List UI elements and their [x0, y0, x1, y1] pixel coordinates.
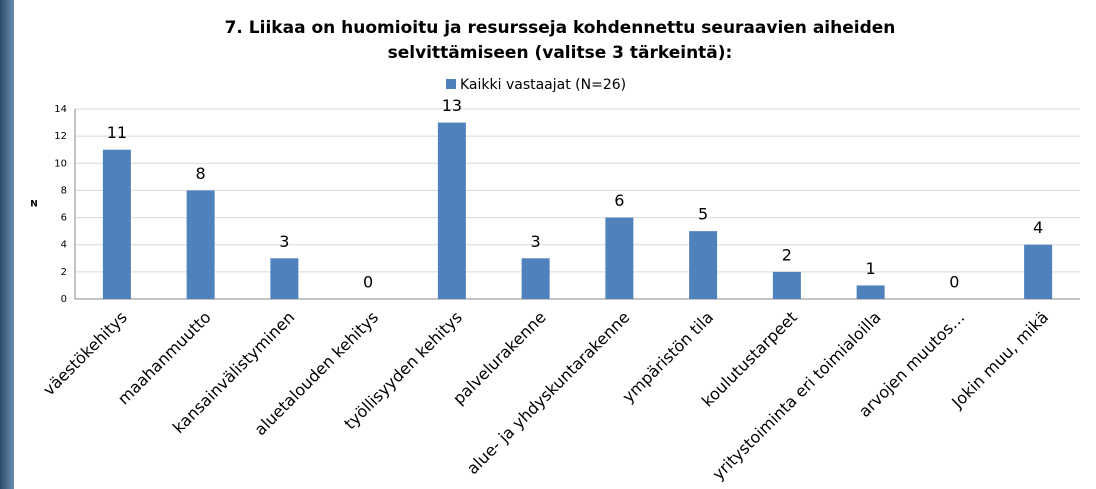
data-label: 13: [442, 96, 462, 115]
data-label: 8: [196, 164, 206, 183]
data-label: 2: [782, 245, 792, 264]
bar: [772, 271, 801, 299]
y-tick-label: 14: [54, 104, 67, 115]
data-label: 3: [531, 232, 541, 251]
legend-swatch: [446, 79, 456, 89]
data-label: 0: [949, 273, 959, 292]
bar: [102, 149, 131, 299]
bar: [605, 217, 634, 299]
legend-label: Kaikki vastaajat (N=26): [460, 77, 626, 93]
y-tick-label: 12: [54, 131, 67, 142]
bar: [856, 285, 885, 299]
chart-title: selvittämiseen (valitse 3 tärkeintä):: [388, 43, 733, 63]
data-label: 1: [866, 259, 876, 278]
bar: [1024, 244, 1053, 299]
y-tick-label: 6: [61, 213, 67, 224]
y-tick-label: 10: [54, 158, 67, 169]
y-tick-label: 2: [61, 267, 67, 278]
data-label: 4: [1033, 218, 1043, 237]
data-label: 0: [363, 273, 373, 292]
data-label: 5: [698, 205, 708, 224]
data-label: 11: [107, 123, 127, 142]
data-label: 3: [279, 232, 289, 251]
y-tick-label: 4: [61, 240, 67, 251]
bar: [437, 122, 466, 299]
chart-title: 7. Liikaa on huomioitu ja resursseja koh…: [225, 18, 896, 38]
bar: [521, 258, 550, 299]
y-axis-label: N: [30, 200, 38, 210]
y-tick-label: 0: [61, 294, 67, 305]
bar: [270, 258, 299, 299]
bar: [689, 231, 718, 299]
bar: [186, 190, 215, 299]
data-label: 6: [614, 191, 624, 210]
y-tick-label: 8: [61, 185, 67, 196]
